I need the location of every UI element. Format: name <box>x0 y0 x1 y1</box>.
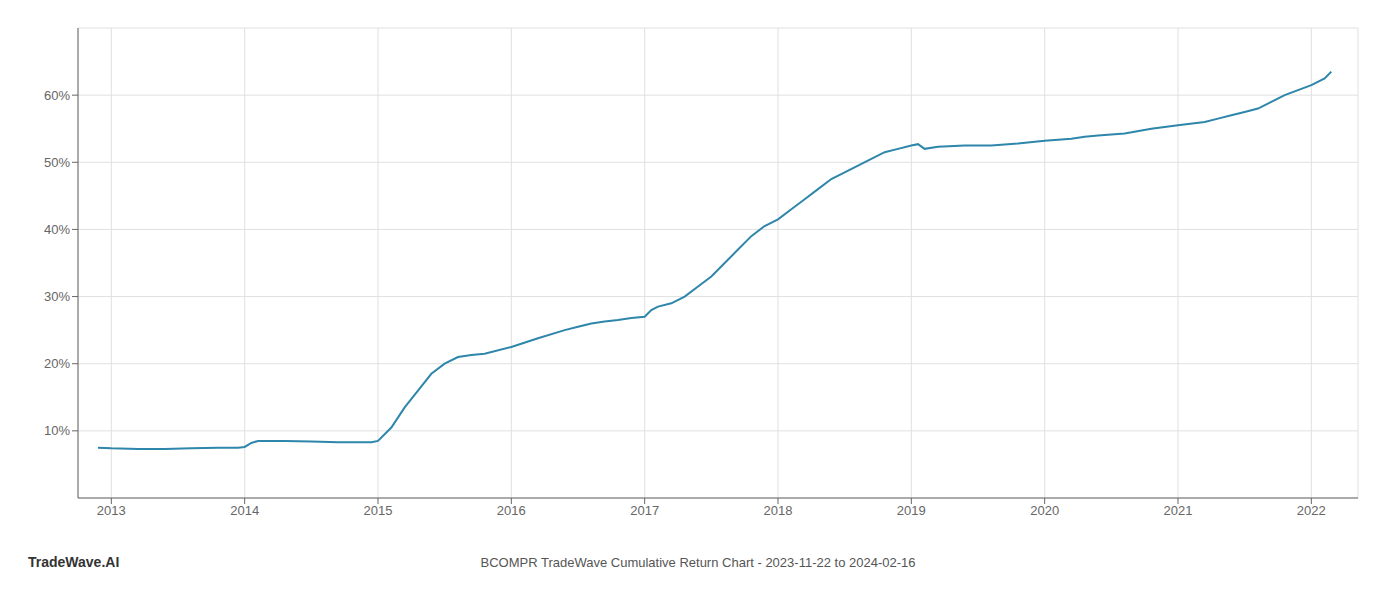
svg-text:50%: 50% <box>44 155 70 170</box>
svg-text:2013: 2013 <box>97 503 126 518</box>
html-text:BCOMPR TradeWave Cumulative Re: BCOMPR TradeWave Cumulative Return Chart… <box>480 555 916 570</box>
svg-text:30%: 30% <box>44 289 70 304</box>
svg-text:2014: 2014 <box>230 503 259 518</box>
svg-text:10%: 10% <box>44 423 70 438</box>
svg-text:2022: 2022 <box>1297 503 1326 518</box>
svg-text:60%: 60% <box>44 88 70 103</box>
svg-text:2019: 2019 <box>897 503 926 518</box>
svg-text:2020: 2020 <box>1030 503 1059 518</box>
svg-text:2021: 2021 <box>1164 503 1193 518</box>
svg-text:2015: 2015 <box>364 503 393 518</box>
svg-text:20%: 20% <box>44 356 70 371</box>
svg-text:2017: 2017 <box>630 503 659 518</box>
svg-text:40%: 40% <box>44 222 70 237</box>
svg-text:2016: 2016 <box>497 503 526 518</box>
html-text:TradeWave.AI: TradeWave.AI <box>28 554 120 570</box>
svg-text:2018: 2018 <box>764 503 793 518</box>
